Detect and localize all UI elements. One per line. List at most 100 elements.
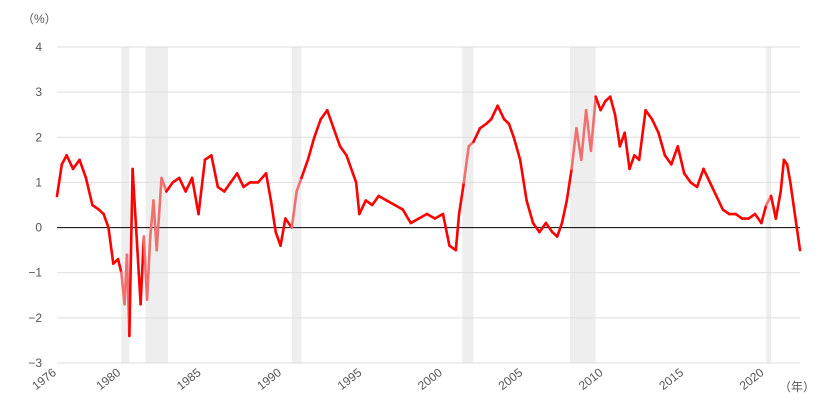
data-series	[55, 95, 802, 338]
series-line-segment	[433, 212, 445, 220]
series-line-segment	[306, 135, 316, 162]
series-line-segment	[210, 154, 220, 189]
series-line-segment	[279, 217, 287, 247]
series-line-segment	[608, 95, 617, 117]
series-line-segment	[264, 172, 273, 202]
x-tick-label: 1990	[254, 365, 284, 393]
series-line-segment	[644, 108, 654, 121]
series-line-segment	[795, 226, 802, 252]
x-axis-ticks: 1976 1980 1985 1990 1995 2000 2005 2010 2015 2020	[29, 365, 767, 393]
gridlines	[57, 46, 800, 364]
y-tick-label: −2	[28, 311, 42, 325]
series-line-segment	[197, 158, 207, 216]
series-line-segment	[128, 167, 134, 338]
series-line-segment	[584, 108, 593, 153]
series-line-segment	[454, 212, 461, 252]
series-line-segment	[300, 158, 310, 180]
series-line-segment	[55, 163, 64, 198]
series-line-segment	[409, 217, 421, 225]
series-line-segment	[670, 145, 680, 166]
series-line-segment	[747, 212, 757, 220]
series-line-segment	[792, 203, 799, 229]
series-line-segment	[544, 221, 554, 234]
shaded-period-3	[291, 47, 302, 363]
series-line-segment	[177, 176, 187, 193]
series-line-segment	[555, 221, 564, 238]
series-line-segment	[637, 108, 647, 162]
series-line-segment	[769, 194, 778, 220]
series-line-segment	[518, 158, 528, 202]
series-line-segment	[351, 172, 358, 184]
series-line-segment	[295, 176, 303, 193]
series-line-segment	[507, 122, 516, 139]
series-line-segment	[60, 154, 68, 166]
series-line-segment	[594, 95, 602, 112]
series-line-segment	[290, 190, 298, 229]
series-line-segment	[570, 126, 578, 171]
series-line-segment	[472, 126, 482, 144]
series-line-segment	[78, 158, 88, 180]
series-line-segment	[560, 199, 569, 225]
series-line-segment	[190, 176, 200, 216]
y-tick-label: 1	[35, 175, 42, 189]
series-line-segment	[628, 154, 636, 171]
shaded-period-5	[570, 47, 596, 363]
series-line-segment	[91, 203, 101, 211]
series-line-segment	[721, 208, 731, 216]
series-line-segment	[734, 212, 744, 220]
series-line-segment	[116, 257, 123, 275]
y-tick-label: 4	[35, 40, 42, 54]
series-line-segment	[358, 199, 368, 216]
series-line-segment	[354, 181, 361, 216]
series-line-segment	[165, 181, 175, 193]
series-line-segment	[779, 158, 786, 193]
series-line-segment	[338, 145, 348, 157]
x-unit-label: （年）	[779, 380, 815, 394]
series-line-segment	[623, 131, 631, 171]
series-line-segment	[565, 167, 573, 202]
series-line-segment	[393, 203, 405, 211]
series-line-segment	[489, 104, 499, 121]
series-line-segment	[401, 208, 413, 225]
y-tick-label: 2	[35, 130, 42, 144]
shaded-period-1	[121, 47, 130, 363]
series-line-segment	[462, 145, 471, 184]
series-line-segment	[131, 167, 139, 252]
shaded-period-2	[145, 47, 168, 363]
y-tick-label: 0	[35, 221, 42, 235]
series-line-segment	[478, 122, 488, 130]
series-line-segment	[155, 176, 163, 252]
series-line-segment	[377, 194, 388, 202]
x-tick-label: 2015	[656, 365, 686, 393]
y-unit-label: （%）	[22, 12, 57, 26]
series-line-segment	[599, 99, 607, 112]
series-line-segment	[242, 181, 252, 189]
x-tick-label: 2010	[576, 365, 606, 393]
x-tick-label: 2000	[415, 365, 445, 393]
series-line-segment	[753, 212, 763, 225]
x-tick-label: 1985	[174, 365, 204, 393]
series-line-segment	[663, 154, 673, 166]
series-line-segment	[525, 199, 535, 225]
series-line-segment	[84, 176, 94, 207]
series-line-segment	[657, 131, 667, 157]
series-line-segment	[65, 154, 75, 171]
series-line-segment	[789, 181, 795, 207]
series-line-segment	[269, 199, 278, 234]
x-tick-label: 1980	[94, 365, 124, 393]
series-line-segment	[579, 108, 588, 162]
series-line-segment	[496, 104, 506, 121]
series-line-segment	[512, 135, 522, 162]
series-line-segment	[613, 113, 622, 148]
series-line-segment	[760, 203, 768, 225]
series-line-segment	[325, 108, 335, 130]
series-line-segment	[417, 212, 429, 220]
series-line-segment	[676, 145, 686, 175]
shaded-period-4	[462, 47, 474, 363]
series-line-segment	[457, 181, 466, 216]
series-line-segment	[364, 199, 374, 207]
series-line-segment	[774, 190, 783, 220]
x-tick-label: 2005	[496, 365, 526, 393]
shaded-periods	[121, 47, 772, 363]
